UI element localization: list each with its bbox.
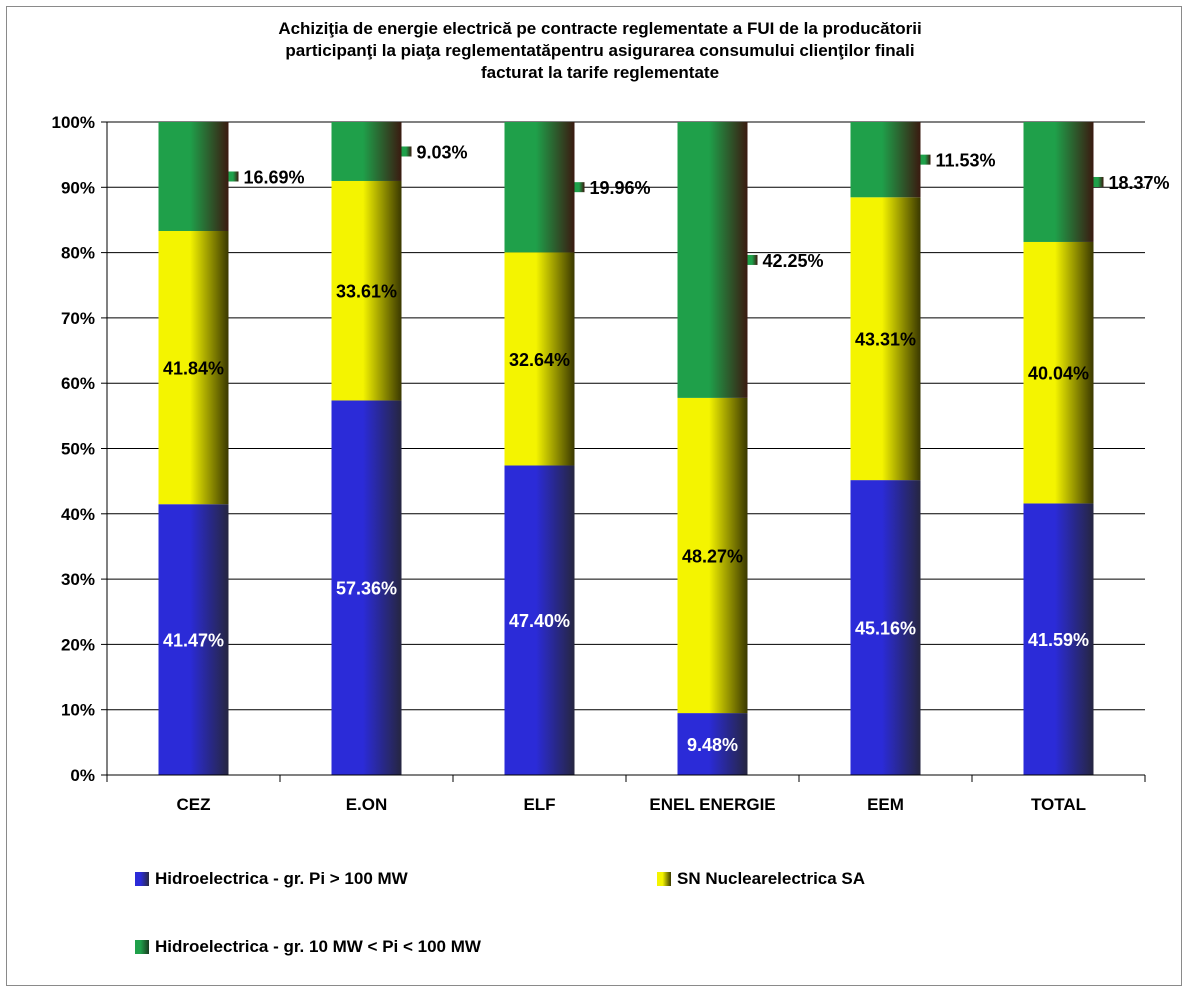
bar-segment <box>158 122 229 231</box>
bar-segment <box>504 122 575 253</box>
bar-segment <box>504 465 575 775</box>
data-label: 11.53% <box>936 151 996 171</box>
x-category-label: TOTAL <box>1031 795 1086 814</box>
bar-segment <box>331 122 402 181</box>
axes: 0% 10% 20% 30% 40% 50% 60% 70% 80% 90% 100% CEZ E.ON… <box>52 113 1146 814</box>
bar-segment <box>677 122 748 398</box>
chart-title-line-1: Achiziţia de energie electrică pe contra… <box>278 19 922 38</box>
data-label-marker <box>920 154 931 165</box>
y-tick-label: 90% <box>61 178 95 197</box>
data-label: 18.37% <box>1109 173 1170 193</box>
bar-segment <box>504 252 575 466</box>
bar-segment <box>850 122 921 198</box>
data-label-marker <box>1093 176 1104 187</box>
bar-segment <box>850 480 921 775</box>
x-category-label: EEM <box>867 795 904 814</box>
y-tick-label: 40% <box>61 505 95 524</box>
y-tick-label: 60% <box>61 374 95 393</box>
bar-segment <box>677 397 748 714</box>
data-labels: 41.47% 41.84% 16.69% 57.36% 33.61% 9.03% 47.40… <box>163 142 1170 755</box>
data-label-marker <box>747 254 758 265</box>
data-label: 19.96% <box>590 178 651 198</box>
data-label: 16.69% <box>244 167 305 187</box>
chart-title-line-2: participanţi la piaţa reglementatăpentru… <box>285 41 915 60</box>
legend-swatch-blue <box>135 872 149 886</box>
bar-segment <box>677 713 748 775</box>
data-label: 32.64% <box>509 350 570 370</box>
data-label: 9.03% <box>417 142 468 162</box>
data-label: 41.59% <box>1028 630 1089 650</box>
bar-segment <box>1023 503 1094 775</box>
chart-title-line-3: facturat la tarife reglementate <box>480 63 720 82</box>
x-category-label: ENEL ENERGIE <box>649 795 775 814</box>
data-label: 41.47% <box>163 631 224 651</box>
legend-item-hidro-large: Hidroelectrica - gr. Pi > 100 MW <box>135 869 408 889</box>
legend-label: SN Nuclearelectrica SA <box>677 869 866 888</box>
y-tick-label: 0% <box>70 766 95 785</box>
bar-segment <box>158 504 229 775</box>
y-tick-label: 100% <box>52 113 95 132</box>
legend-item-nuclearelectrica: SN Nuclearelectrica SA <box>657 869 865 889</box>
bar-segment <box>331 180 402 401</box>
legend-swatch-yellow <box>657 872 671 886</box>
data-label: 43.31% <box>855 330 916 350</box>
y-tick-label: 70% <box>61 309 95 328</box>
data-label: 9.48% <box>687 735 738 755</box>
y-tick-label: 30% <box>61 570 95 589</box>
data-label-marker <box>401 146 412 157</box>
bar-segment <box>1023 122 1094 242</box>
y-tick-label: 10% <box>61 701 95 720</box>
bar-segment <box>331 400 402 775</box>
x-category-label: ELF <box>523 795 555 814</box>
bars <box>158 122 1094 775</box>
data-label: 48.27% <box>682 546 743 566</box>
data-label: 33.61% <box>336 282 397 302</box>
y-tick-label: 50% <box>61 440 95 459</box>
x-category-label: E.ON <box>346 795 388 814</box>
data-label: 47.40% <box>509 611 570 631</box>
legend-label: Hidroelectrica - gr. 10 MW < Pi < 100 MW <box>155 937 481 956</box>
data-label: 40.04% <box>1028 364 1089 384</box>
bar-segment <box>1023 241 1094 504</box>
bar-segment <box>158 230 229 505</box>
data-label: 45.16% <box>855 619 916 639</box>
data-label-marker <box>574 182 585 193</box>
legend-label: Hidroelectrica - gr. Pi > 100 MW <box>155 869 408 888</box>
y-tick-label: 80% <box>61 244 95 263</box>
legend-swatch-green <box>135 940 149 954</box>
bar-segment <box>850 197 921 481</box>
x-category-label: CEZ <box>177 795 211 814</box>
y-tick-label: 20% <box>61 635 95 654</box>
data-label: 57.36% <box>336 579 397 599</box>
data-label: 41.84% <box>163 359 224 379</box>
chart-title: Achiziţia de energie electrică pe contra… <box>120 18 1080 84</box>
data-label: 42.25% <box>763 251 824 271</box>
data-label-marker <box>228 171 239 182</box>
gridlines <box>107 121 1145 711</box>
legend-item-hidro-small: Hidroelectrica - gr. 10 MW < Pi < 100 MW <box>135 937 481 957</box>
